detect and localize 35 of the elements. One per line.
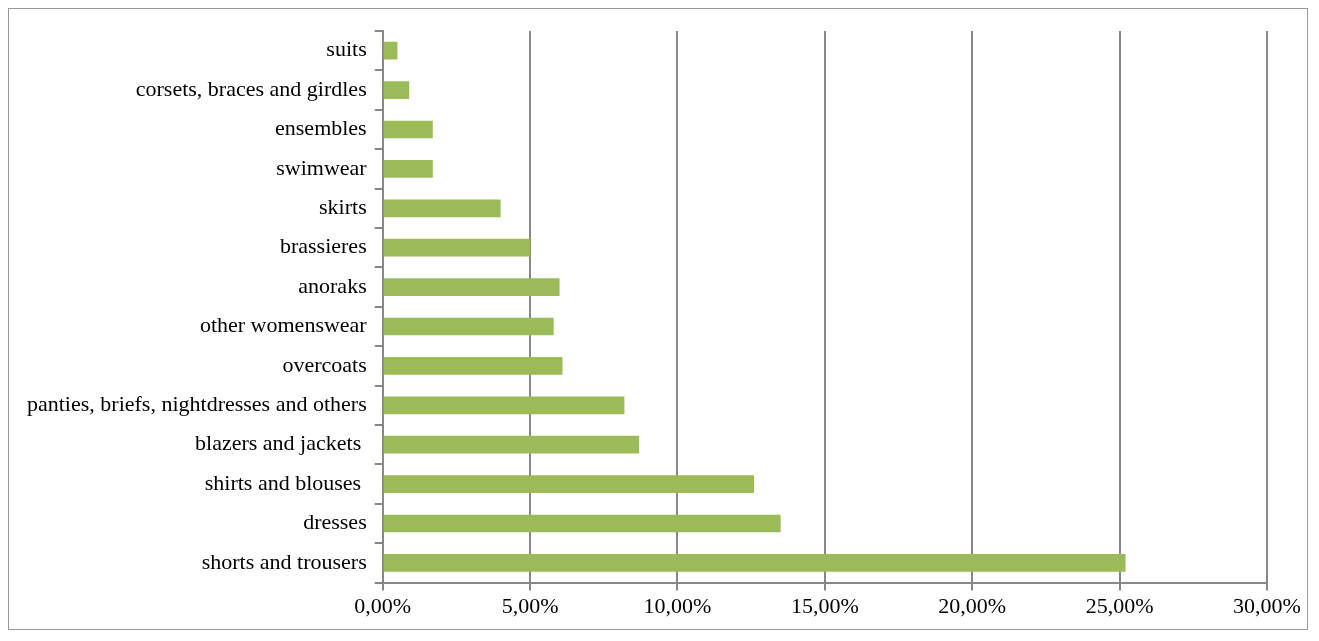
y-tick-label: swimwear bbox=[276, 154, 368, 180]
bar bbox=[383, 514, 781, 533]
y-tick-label: shirts and blouses bbox=[204, 469, 367, 495]
y-tick-label: blazers and jackets bbox=[195, 430, 367, 456]
x-tick-label: 20,00% bbox=[938, 592, 1007, 618]
x-tick-label: 15,00% bbox=[790, 592, 859, 618]
y-tick-label: dresses bbox=[303, 509, 367, 535]
y-tick-label: corsets, braces and girdles bbox=[135, 75, 367, 101]
y-tick-label: anoraks bbox=[298, 272, 367, 298]
bar bbox=[383, 41, 398, 60]
bar bbox=[383, 317, 554, 336]
bar bbox=[383, 278, 560, 296]
x-tick-label: 5,00% bbox=[501, 592, 559, 618]
y-tick-label: panties, briefs, nightdresses and others bbox=[27, 391, 367, 417]
y-tick-label: brassieres bbox=[279, 233, 367, 259]
x-tick-label: 25,00% bbox=[1085, 592, 1154, 618]
x-tick-label: 30,00% bbox=[1233, 592, 1301, 618]
bar bbox=[383, 357, 563, 375]
bar bbox=[383, 81, 410, 99]
bar bbox=[383, 238, 531, 257]
bar bbox=[383, 199, 501, 218]
bar bbox=[383, 396, 625, 415]
y-tick-label: overcoats bbox=[282, 351, 367, 377]
x-tick-label: 0,00% bbox=[354, 592, 412, 618]
bar bbox=[383, 160, 433, 178]
bar bbox=[383, 475, 755, 493]
bar bbox=[383, 554, 1126, 572]
bar bbox=[383, 435, 640, 454]
y-tick-label: ensembles bbox=[275, 115, 367, 141]
y-tick-label: shorts and trousers bbox=[201, 548, 367, 574]
y-tick-label: other womenswear bbox=[199, 312, 368, 338]
y-tick-label: skirts bbox=[319, 194, 367, 220]
bar bbox=[383, 120, 433, 139]
x-tick-label: 10,00% bbox=[643, 592, 712, 618]
y-tick-label: suits bbox=[326, 36, 367, 62]
